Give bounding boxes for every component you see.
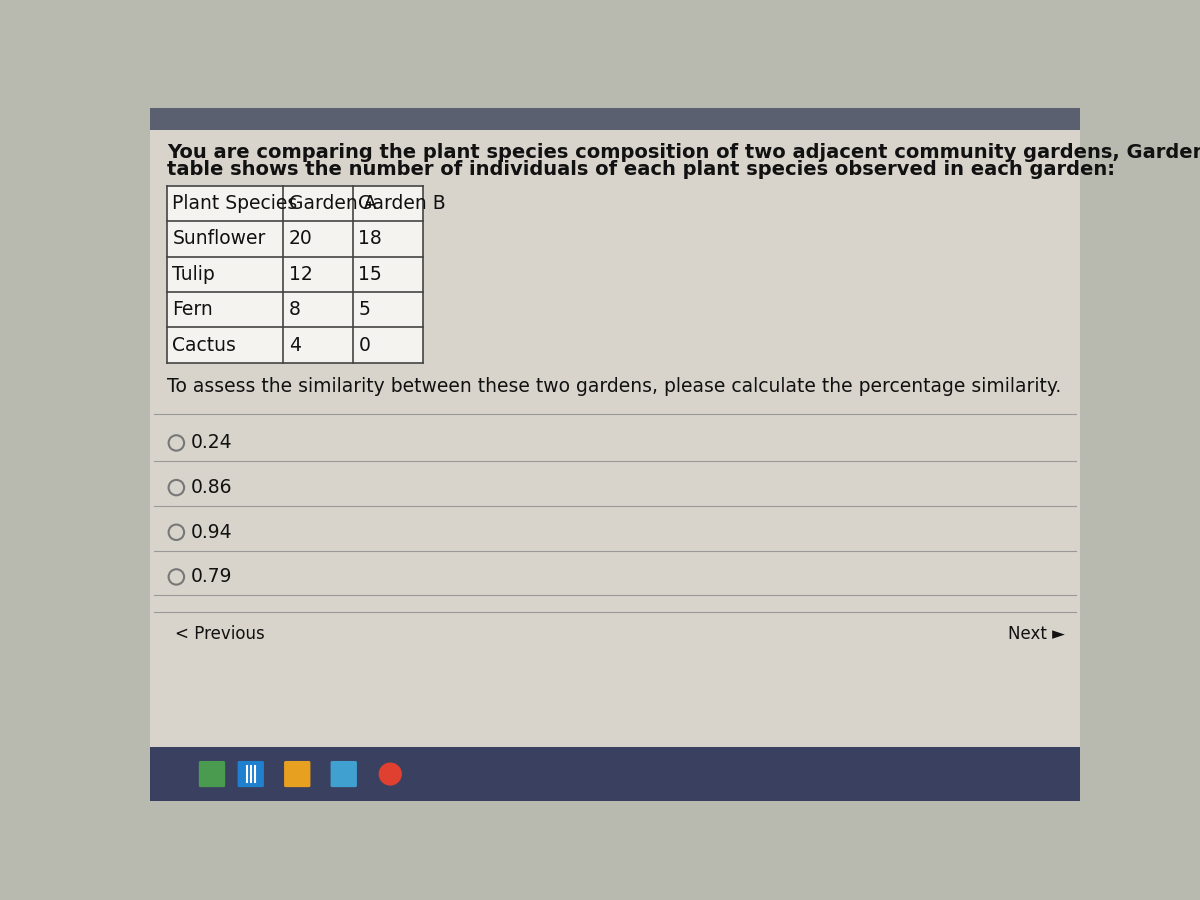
Text: To assess the similarity between these two gardens, please calculate the percent: To assess the similarity between these t… [167, 377, 1061, 396]
Text: 5: 5 [359, 301, 371, 320]
FancyBboxPatch shape [330, 761, 356, 788]
Text: 0: 0 [359, 336, 371, 355]
Text: 18: 18 [359, 230, 383, 248]
Text: 0.94: 0.94 [191, 523, 232, 542]
Text: 0.86: 0.86 [191, 478, 232, 497]
Text: 20: 20 [289, 230, 312, 248]
Bar [167, 185, 422, 363]
Text: table shows the number of individuals of each plant species observed in each gar: table shows the number of individuals of… [167, 160, 1115, 179]
Text: 15: 15 [359, 265, 383, 284]
Text: 12: 12 [289, 265, 312, 284]
Bar [150, 130, 1080, 747]
Text: < Previous: < Previous [175, 625, 264, 643]
FancyBboxPatch shape [238, 761, 264, 788]
Bar [150, 747, 1080, 801]
Bar [150, 108, 1080, 130]
Text: 0.79: 0.79 [191, 567, 232, 587]
Text: Next ►: Next ► [1008, 625, 1064, 643]
Text: 8: 8 [289, 301, 301, 320]
Text: Fern: Fern [173, 301, 214, 320]
Text: You are comparing the plant species composition of two adjacent community garden: You are comparing the plant species comp… [167, 143, 1200, 162]
Text: 4: 4 [289, 336, 301, 355]
Text: Garden B: Garden B [359, 194, 446, 213]
Text: Tulip: Tulip [173, 265, 215, 284]
Text: 0.24: 0.24 [191, 434, 232, 453]
Text: Cactus: Cactus [173, 336, 236, 355]
Circle shape [379, 762, 402, 786]
Text: Sunflower: Sunflower [173, 230, 266, 248]
FancyBboxPatch shape [284, 761, 311, 788]
Text: Plant Species: Plant Species [173, 194, 298, 213]
FancyBboxPatch shape [199, 761, 226, 788]
Text: Garden A: Garden A [289, 194, 377, 213]
